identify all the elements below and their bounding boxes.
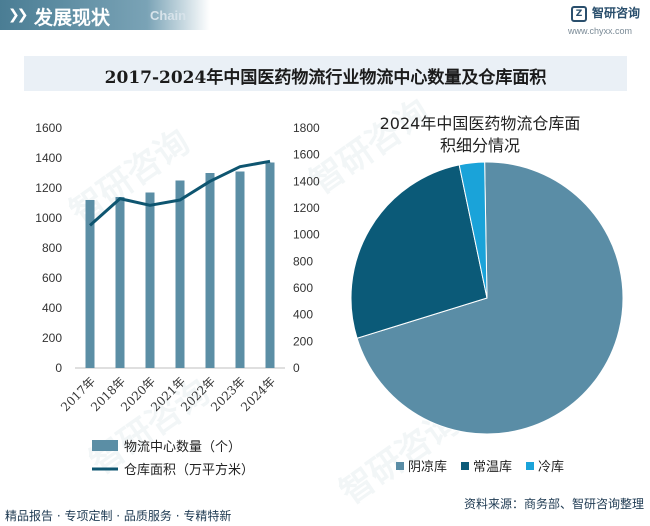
chart-title: 2017-2024年中国医药物流行业物流中心数量及仓库面积	[104, 68, 547, 88]
left-axis-tick-label: 400	[42, 301, 62, 315]
brand-name: 智研咨询	[592, 6, 641, 20]
pie-slice	[356, 161, 624, 435]
footer-tagline: 精品报告 · 专项定制 · 品质服务 · 专精特新	[5, 509, 232, 523]
header-banner: ❯❯ 发展现状 Chain Z 智研咨询 www.chyxx.com	[0, 0, 650, 36]
right-axis-tick-label: 1800	[293, 121, 320, 135]
left-axis-tick-label: 600	[42, 271, 62, 285]
left-axis-tick-label: 0	[55, 361, 62, 375]
pie-legend-label: 常温库	[473, 459, 512, 475]
pie-title: 2024年中国医药物流仓库面	[380, 114, 581, 133]
pie-legend-label: 冷库	[538, 459, 564, 475]
bar	[205, 173, 215, 368]
right-axis-tick-label: 1400	[293, 174, 320, 188]
right-axis-tick-label: 1200	[293, 201, 320, 215]
left-axis-tick-label: 200	[42, 331, 62, 345]
bar	[115, 197, 125, 368]
left-axis-tick-label: 1600	[35, 121, 62, 135]
section-subtitle: Chain	[150, 8, 187, 23]
left-axis-tick-label: 800	[42, 241, 62, 255]
brand-url[interactable]: www.chyxx.com	[568, 26, 633, 36]
right-axis-tick-label: 800	[293, 254, 313, 268]
pie-legend-swatch	[526, 462, 534, 470]
right-axis-tick-label: 200	[293, 334, 313, 348]
bar	[175, 180, 185, 368]
right-axis-tick-label: 1600	[293, 148, 320, 162]
pie-legend-label: 阴凉库	[408, 459, 447, 475]
chart-title-band: 2017-2024年中国医药物流行业物流中心数量及仓库面积	[24, 56, 627, 91]
brand-logo-icon: Z	[571, 6, 587, 22]
right-axis-tick-label: 0	[293, 361, 300, 375]
bar	[145, 192, 155, 368]
bar	[235, 171, 245, 368]
double-chevron-icon: ❯❯	[8, 7, 29, 23]
right-axis-tick-label: 1000	[293, 228, 320, 242]
header-bar	[0, 0, 210, 30]
left-axis-tick-label: 1000	[35, 211, 62, 225]
legend-bar-swatch	[92, 440, 118, 451]
source-note: 资料来源：商务部、智研咨询整理	[463, 497, 644, 511]
legend-bar-label: 物流中心数量（个）	[124, 440, 241, 455]
left-axis-tick-label: 1400	[35, 151, 62, 165]
right-axis-tick-label: 400	[293, 308, 313, 322]
section-title: 发展现状	[34, 7, 111, 29]
pie-legend-swatch	[461, 462, 469, 470]
right-axis-tick-label: 600	[293, 281, 313, 295]
pie-legend-swatch	[396, 462, 404, 470]
legend-line-label: 仓库面积（万平方米）	[124, 462, 254, 478]
bar	[265, 162, 275, 368]
left-axis-tick-label: 1200	[35, 181, 62, 195]
bar	[85, 200, 95, 368]
pie-title: 积细分情况	[440, 136, 520, 155]
pie-slice	[350, 164, 488, 339]
pie-slice	[458, 161, 488, 299]
